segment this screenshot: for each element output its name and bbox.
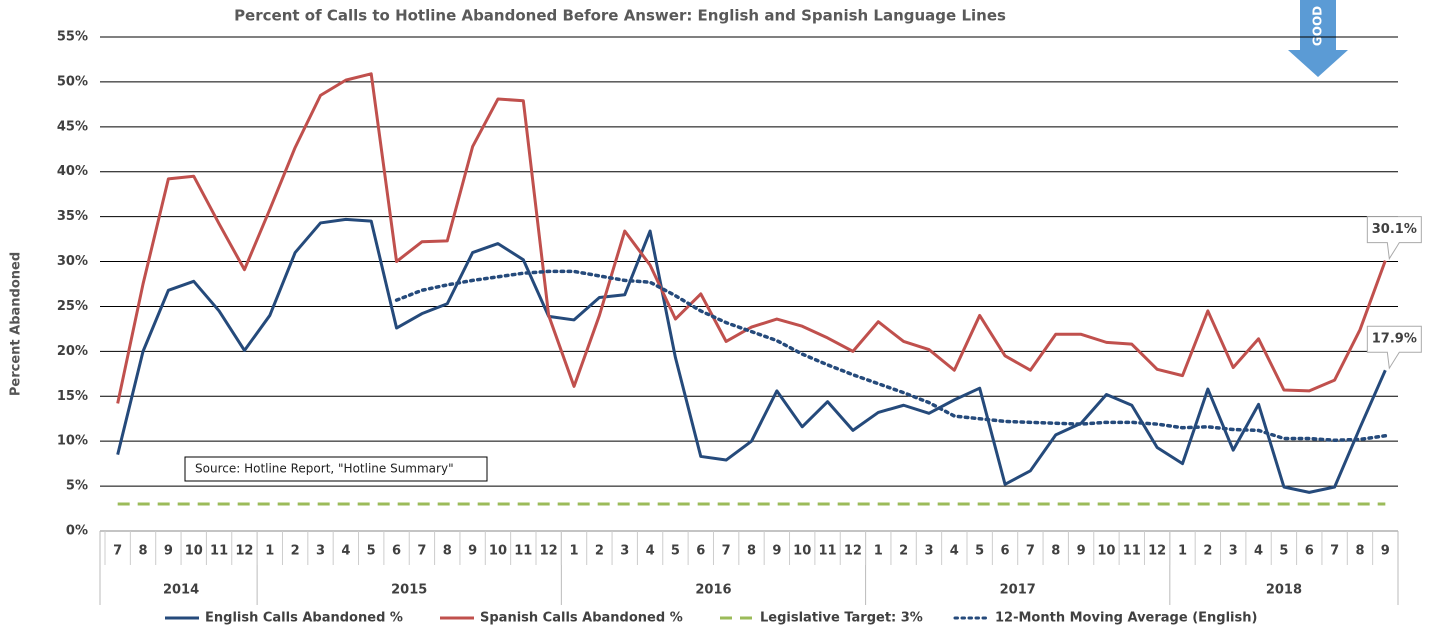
x-tick-label: 2 [291, 544, 300, 559]
x-tick-label: 9 [164, 544, 173, 559]
x-tick-label: 6 [1001, 544, 1010, 559]
y-tick-label: 45% [57, 119, 88, 134]
x-tick-label: 4 [950, 544, 959, 559]
x-tick-label: 7 [113, 544, 122, 559]
y-tick-label: 10% [57, 434, 88, 449]
x-tick-label: 10 [1097, 544, 1115, 559]
x-tick-label: 4 [341, 544, 350, 559]
x-tick-label: 10 [185, 544, 203, 559]
y-tick-label: 30% [57, 254, 88, 269]
chart-title: Percent of Calls to Hotline Abandoned Be… [234, 7, 1006, 25]
series-line [116, 217, 1387, 494]
x-tick-label: 11 [1123, 544, 1141, 559]
value-label-box [1366, 216, 1422, 261]
x-group-label: 2016 [695, 583, 731, 598]
x-tick-label: 1 [265, 544, 274, 559]
source-box [184, 456, 488, 482]
x-tick-label: 11 [514, 544, 532, 559]
x-tick-label: 5 [671, 544, 680, 559]
x-tick-label: 1 [570, 544, 579, 559]
x-tick-label: 8 [443, 544, 452, 559]
x-tick-label: 3 [924, 544, 933, 559]
value-label: 30.1% [1372, 222, 1417, 237]
value-label: 17.9% [1372, 332, 1417, 347]
x-group-label: 2015 [391, 583, 427, 598]
legend-label: English Calls Abandoned % [205, 611, 403, 626]
x-tick-label: 9 [1381, 544, 1390, 559]
legend-label: 12-Month Moving Average (English) [995, 611, 1257, 626]
x-tick-label: 12 [1148, 544, 1166, 559]
x-tick-label: 7 [1330, 544, 1339, 559]
x-tick-label: 8 [1355, 544, 1364, 559]
x-tick-label: 12 [540, 544, 558, 559]
y-tick-label: 55% [57, 30, 88, 45]
x-tick-label: 9 [1077, 544, 1086, 559]
x-tick-label: 8 [747, 544, 756, 559]
x-tick-label: 1 [874, 544, 883, 559]
x-tick-label: 7 [722, 544, 731, 559]
x-tick-label: 12 [235, 544, 253, 559]
x-tick-label: 6 [392, 544, 401, 559]
x-tick-label: 2 [1203, 544, 1212, 559]
x-group-label: 2014 [163, 583, 199, 598]
x-tick-label: 3 [316, 544, 325, 559]
series-line [394, 269, 1388, 443]
x-tick-label: 12 [844, 544, 862, 559]
x-tick-label: 10 [489, 544, 507, 559]
x-tick-label: 8 [1051, 544, 1060, 559]
x-tick-label: 2 [899, 544, 908, 559]
y-tick-label: 20% [57, 344, 88, 359]
x-tick-label: 11 [210, 544, 228, 559]
x-tick-label: 6 [1305, 544, 1314, 559]
y-tick-label: 50% [57, 74, 88, 89]
good-arrow [1288, 0, 1348, 77]
x-tick-label: 9 [468, 544, 477, 559]
x-tick-label: 5 [367, 544, 376, 559]
x-tick-label: 10 [793, 544, 811, 559]
x-tick-label: 5 [975, 544, 984, 559]
y-tick-label: 25% [57, 299, 88, 314]
y-tick-label: 15% [57, 389, 88, 404]
x-tick-label: 4 [646, 544, 655, 559]
x-tick-label: 3 [1229, 544, 1238, 559]
x-tick-label: 5 [1279, 544, 1288, 559]
arrow-label: GOOD [1311, 6, 1325, 46]
x-tick-label: 9 [772, 544, 781, 559]
x-group-label: 2018 [1266, 583, 1302, 598]
x-tick-label: 2 [595, 544, 604, 559]
x-tick-label: 7 [1026, 544, 1035, 559]
legend-label: Spanish Calls Abandoned % [480, 611, 683, 626]
x-tick-label: 8 [139, 544, 148, 559]
y-tick-label: 40% [57, 164, 88, 179]
y-axis-label: Percent Abandoned [9, 252, 24, 396]
x-tick-label: 1 [1178, 544, 1187, 559]
y-tick-label: 5% [66, 479, 88, 494]
x-tick-label: 6 [696, 544, 705, 559]
source-note: Source: Hotline Report, "Hotline Summary… [195, 462, 454, 476]
y-tick-label: 35% [57, 209, 88, 224]
x-tick-label: 4 [1254, 544, 1263, 559]
x-tick-label: 7 [417, 544, 426, 559]
series-line [116, 72, 1387, 404]
x-group-label: 2017 [1000, 583, 1036, 598]
legend-label: Legislative Target: 3% [760, 611, 923, 626]
x-tick-label: 3 [620, 544, 629, 559]
x-tick-label: 11 [819, 544, 837, 559]
value-label-box [1366, 325, 1422, 370]
y-tick-label: 0% [66, 524, 88, 539]
